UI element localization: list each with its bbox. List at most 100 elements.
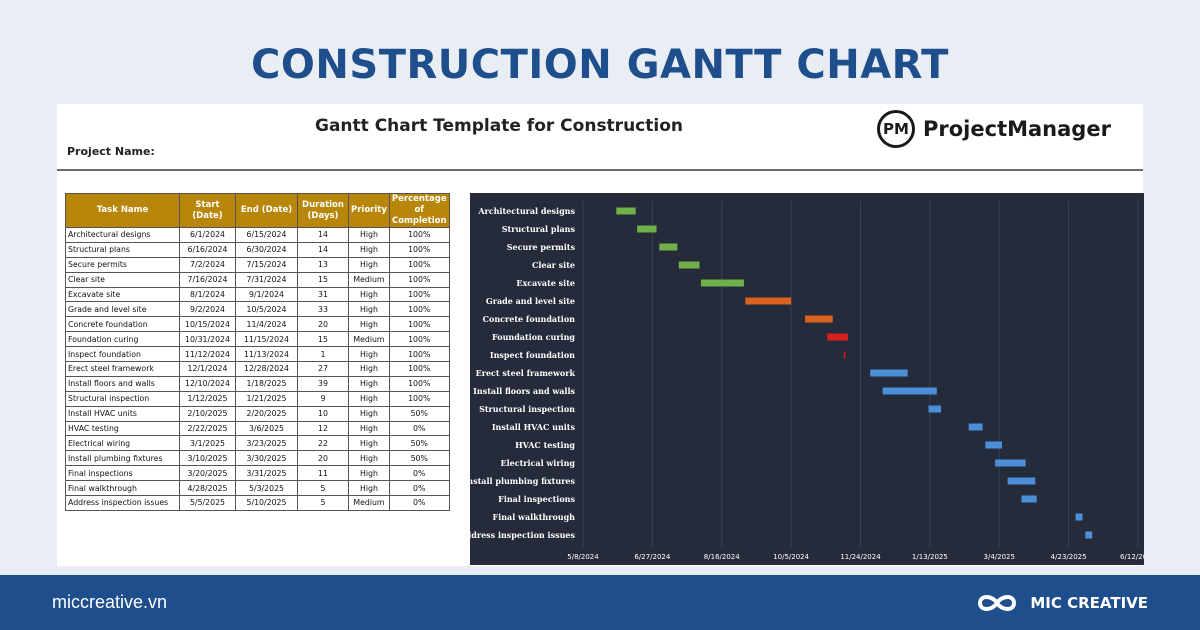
cell-start: 3/20/2025 [179, 465, 236, 482]
gantt-bar [678, 261, 700, 269]
cell-start: 6/1/2024 [179, 227, 236, 243]
table-row: Concrete foundation 10/15/2024 11/4/2024 20… [65, 316, 450, 333]
cell-priority: High [348, 450, 390, 467]
column-header-completion: Percentage of Completion [388, 193, 450, 228]
cell-task-name: Address inspection issues [65, 495, 180, 511]
table-row: Final walkthrough 4/28/2025 5/3/2025 5 High 0… [65, 480, 450, 497]
cell-end: 6/15/2024 [235, 227, 298, 243]
x-tick-label: 6/12/2025 [1120, 553, 1144, 561]
cell-priority: High [348, 241, 390, 258]
cell-end: 5/3/2025 [235, 480, 298, 497]
cell-duration: 22 [297, 435, 349, 452]
task-label: Architectural designs [477, 206, 575, 216]
website-link[interactable]: miccreative.vn [52, 592, 168, 612]
cell-start: 3/10/2025 [179, 450, 236, 467]
cell-start: 8/1/2024 [179, 286, 236, 303]
task-label: Final walkthrough [493, 512, 576, 522]
cell-duration: 14 [297, 241, 349, 258]
chart-background [470, 193, 1144, 565]
task-label: Inspect foundation [490, 350, 575, 360]
cell-priority: High [348, 420, 390, 437]
x-tick-label: 6/27/2024 [634, 553, 670, 561]
header-divider [57, 169, 1143, 171]
task-label: Structural plans [502, 224, 576, 234]
task-label: Concrete foundation [483, 314, 576, 324]
cell-task-name: Final inspections [65, 465, 180, 482]
table-row: Address inspection issues 5/5/2025 5/10/20… [65, 495, 450, 511]
table-row: HVAC testing 2/22/2025 3/6/2025 12 High 0% [65, 420, 450, 437]
table-row: Install plumbing fixtures 3/10/2025 3/30/2… [65, 450, 450, 467]
gantt-chart: 5/8/2024 6/27/2024 8/16/2024 10/5/2024 11/24… [470, 193, 1144, 565]
cell-priority: High [348, 316, 390, 333]
cell-end: 7/15/2024 [235, 256, 298, 273]
gantt-bar [700, 279, 744, 287]
table-row: Final inspections 3/20/2025 3/31/2025 11 Hig… [65, 465, 450, 482]
gantt-bar [882, 387, 937, 395]
column-header-end: End (Date) [235, 193, 298, 228]
x-tick-label: 4/23/2025 [1051, 553, 1087, 561]
table-row: Electrical wiring 3/1/2025 3/23/2025 22 High… [65, 435, 450, 452]
column-header-task-name: Task Name [65, 193, 180, 228]
task-label: Electrical wiring [500, 458, 575, 468]
table-row: Grade and level site 9/2/2024 10/5/2024 33 H… [65, 301, 450, 318]
cell-start: 12/10/2024 [179, 375, 236, 392]
task-table: Task Name Start (Date) End (Date) Durati… [65, 193, 450, 511]
cell-end: 11/4/2024 [235, 316, 298, 333]
cell-task-name: Inspect foundation [65, 346, 180, 363]
x-tick-label: 3/4/2025 [984, 553, 1015, 561]
cell-start: 6/16/2024 [179, 241, 236, 258]
cell-duration: 15 [297, 331, 349, 348]
cell-completion: 50% [388, 450, 450, 467]
projectmanager-logo: PM ProjectManager [877, 104, 1111, 154]
cell-priority: High [348, 227, 390, 243]
cell-completion: 100% [388, 375, 450, 392]
cell-end: 2/20/2025 [235, 405, 298, 422]
cell-task-name: Install plumbing fixtures [65, 450, 180, 467]
cell-priority: High [348, 390, 390, 407]
task-label: Final inspections [498, 494, 575, 504]
table-row: Inspect foundation 11/12/2024 11/13/2024 1 H… [65, 346, 450, 363]
cell-duration: 1 [297, 346, 349, 363]
cell-completion: 100% [388, 390, 450, 407]
cell-task-name: Grade and level site [65, 301, 180, 318]
gantt-bar [745, 297, 792, 305]
task-label: Install plumbing fixtures [470, 476, 575, 486]
cell-priority: High [348, 301, 390, 318]
cell-completion: 100% [388, 271, 450, 288]
table-row: Secure permits 7/2/2024 7/15/2024 13 High 100… [65, 256, 450, 273]
gantt-bar [870, 369, 908, 377]
project-name-label: Project Name: [67, 145, 155, 158]
task-label: Address inspection issues [470, 530, 575, 540]
gantt-bar [995, 459, 1026, 467]
cell-priority: High [348, 286, 390, 303]
cell-completion: 100% [388, 361, 450, 377]
x-tick-label: 8/16/2024 [704, 553, 740, 561]
gantt-bar [928, 405, 941, 413]
brand-name: MIC CREATIVE [1030, 594, 1148, 612]
cell-end: 5/10/2025 [235, 495, 298, 511]
cell-task-name: Foundation curing [65, 331, 180, 348]
cell-end: 3/23/2025 [235, 435, 298, 452]
cell-start: 1/12/2025 [179, 390, 236, 407]
cell-completion: 50% [388, 435, 450, 452]
cell-priority: Medium [348, 495, 390, 511]
cell-completion: 0% [388, 495, 450, 511]
cell-start: 3/1/2025 [179, 435, 236, 452]
cell-end: 3/30/2025 [235, 450, 298, 467]
task-label: Foundation curing [492, 332, 575, 342]
table-row: Foundation curing 10/31/2024 11/15/2024 15 M… [65, 331, 450, 348]
cell-completion: 0% [388, 465, 450, 482]
cell-duration: 20 [297, 316, 349, 333]
cell-duration: 5 [297, 495, 349, 511]
cell-completion: 0% [388, 420, 450, 437]
cell-end: 3/6/2025 [235, 420, 298, 437]
task-label: Clear site [532, 260, 575, 270]
cell-task-name: Erect steel framework [65, 361, 180, 377]
table-row: Excavate site 8/1/2024 9/1/2024 31 High 100% [65, 286, 450, 303]
cell-duration: 15 [297, 271, 349, 288]
logo-text: ProjectManager [923, 117, 1111, 141]
cell-end: 11/15/2024 [235, 331, 298, 348]
column-header-duration: Duration (Days) [297, 193, 349, 228]
gantt-bar [985, 441, 1003, 449]
cell-priority: High [348, 405, 390, 422]
